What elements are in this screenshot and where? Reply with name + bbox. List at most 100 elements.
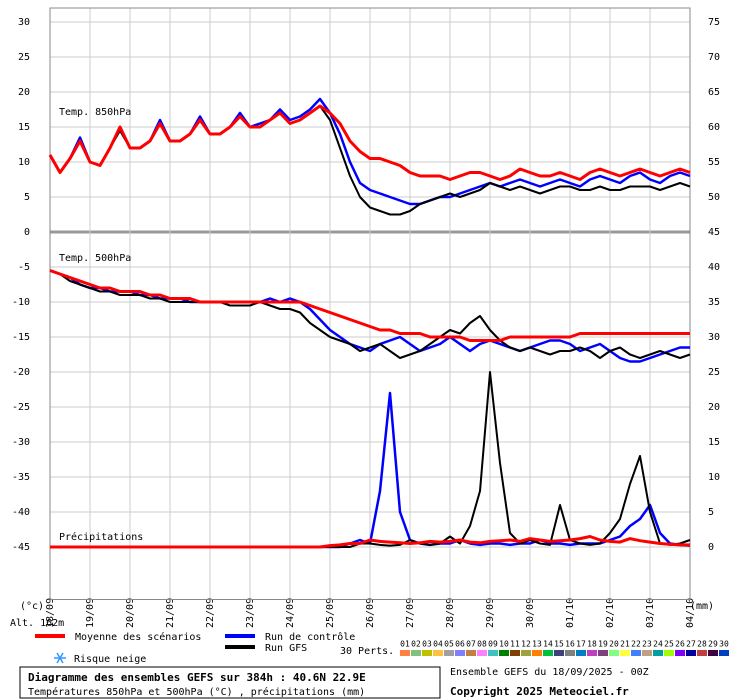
x-tick-label: 02/10 <box>605 598 616 628</box>
perturbations-label: 30 Perts. <box>340 646 394 657</box>
perturbation-number: 30 <box>719 640 729 649</box>
run-info: Ensemble GEFS du 18/09/2025 - 00Z <box>450 667 649 678</box>
perturbation-swatch <box>653 650 663 656</box>
x-tick-label: 01/10 <box>565 598 576 628</box>
y-tick-label: -20 <box>12 367 30 378</box>
perturbation-number: 08 <box>477 640 487 649</box>
perturbation-number: 11 <box>510 640 520 649</box>
y-tick-label: -45 <box>12 542 30 553</box>
perturbation-swatch <box>400 650 410 656</box>
perturbation-number: 20 <box>609 640 619 649</box>
perturbation-swatch <box>532 650 542 656</box>
perturbation-swatch <box>455 650 465 656</box>
perturbation-swatch <box>609 650 619 656</box>
perturbation-number: 29 <box>708 640 718 649</box>
y-tick-label: -25 <box>12 402 30 413</box>
y-tick-label: -5 <box>18 262 30 273</box>
y-tick-label: 5 <box>24 192 30 203</box>
series-line <box>49 269 691 359</box>
perturbation-number: 18 <box>587 640 597 649</box>
x-tick-label: 28/09 <box>445 598 456 628</box>
perturbation-swatch <box>587 650 597 656</box>
perturbation-number: 16 <box>565 640 575 649</box>
perturbation-swatch <box>675 650 685 656</box>
x-tick-label: 03/10 <box>645 598 656 628</box>
series-line <box>49 269 690 342</box>
perturbation-swatch <box>686 650 696 656</box>
y2-tick-label: 60 <box>708 122 720 133</box>
perturbation-swatch <box>631 650 641 656</box>
y-tick-label: 0 <box>24 227 30 238</box>
x-tick-label: 30/09 <box>525 598 536 628</box>
perturbation-number: 26 <box>675 640 685 649</box>
x-tick-label: 24/09 <box>285 598 296 628</box>
perturbation-swatch <box>598 650 608 656</box>
y2-tick-label: 10 <box>708 472 720 483</box>
y-tick-label: 20 <box>18 87 30 98</box>
annotation: Précipitations <box>59 531 143 543</box>
perturbation-number: 25 <box>664 640 674 649</box>
x-tick-label: 21/09 <box>165 598 176 628</box>
y2-tick-label: 50 <box>708 192 720 203</box>
footer-box <box>19 666 441 699</box>
perturbation-number: 27 <box>686 640 696 649</box>
legend-label: Run de contrôle <box>265 631 355 643</box>
x-tick-label: 22/09 <box>205 598 216 628</box>
y2-tick-label: 0 <box>708 542 714 553</box>
y2-tick-label: 45 <box>708 227 720 238</box>
series-line <box>50 535 690 549</box>
perturbation-number: 10 <box>499 640 509 649</box>
perturbation-number: 06 <box>455 640 465 649</box>
perturbation-swatch <box>477 650 487 656</box>
perturbation-swatch <box>488 650 498 656</box>
perturbation-swatch <box>444 650 454 656</box>
perturbation-swatch <box>543 650 553 656</box>
perturbation-number: 01 <box>400 640 410 649</box>
y2-tick-label: 15 <box>708 437 720 448</box>
y2-tick-label: 65 <box>708 87 720 98</box>
perturbation-number: 28 <box>697 640 707 649</box>
perturbation-swatch <box>433 650 443 656</box>
perturbation-number: 22 <box>631 640 641 649</box>
perturbation-swatch <box>565 650 575 656</box>
y-tick-label: 25 <box>18 52 30 63</box>
perturbation-swatch <box>422 650 432 656</box>
x-tick-label: 23/09 <box>245 598 256 628</box>
perturbation-number: 23 <box>642 640 652 649</box>
perturbation-number: 09 <box>488 640 498 649</box>
annotation: Temp. 500hPa <box>59 253 131 264</box>
x-tick-label: 19/09 <box>85 598 96 628</box>
perturbation-swatch <box>642 650 652 656</box>
y2-tick-label: 75 <box>708 17 720 28</box>
perturbation-number: 13 <box>532 640 542 649</box>
perturbation-swatch <box>466 650 476 656</box>
perturbation-swatch <box>554 650 564 656</box>
y-tick-label: 10 <box>18 157 30 168</box>
perturbation-number: 21 <box>620 640 630 649</box>
perturbation-number: 14 <box>543 640 553 649</box>
x-tick-label: 04/10 <box>685 598 696 628</box>
annotation: Temp. 850hPa <box>59 107 131 118</box>
y2-tick-label: 55 <box>708 157 720 168</box>
plot-frame <box>49 7 691 600</box>
snow-risk-label: Risque neige <box>74 654 146 665</box>
y2-tick-label: 70 <box>708 52 720 63</box>
series-line <box>49 269 690 363</box>
perturbation-swatch <box>576 650 586 656</box>
perturbation-swatch <box>411 650 421 656</box>
perturbation-number: 05 <box>444 640 454 649</box>
x-tick-label: 27/09 <box>405 598 416 628</box>
perturbation-number: 24 <box>653 640 663 649</box>
perturbation-swatch <box>499 650 509 656</box>
y2-tick-label: 40 <box>708 262 720 273</box>
perturbation-swatch <box>697 650 707 656</box>
x-tick-label: 20/09 <box>125 598 136 628</box>
x-tick-label: 29/09 <box>485 598 496 628</box>
y-tick-label: -10 <box>12 297 30 308</box>
y-tick-label: -35 <box>12 472 30 483</box>
annotation: (mm) <box>690 601 714 612</box>
perturbation-number: 04 <box>433 640 443 649</box>
perturbation-number: 12 <box>521 640 531 649</box>
y-tick-label: -40 <box>12 507 30 518</box>
